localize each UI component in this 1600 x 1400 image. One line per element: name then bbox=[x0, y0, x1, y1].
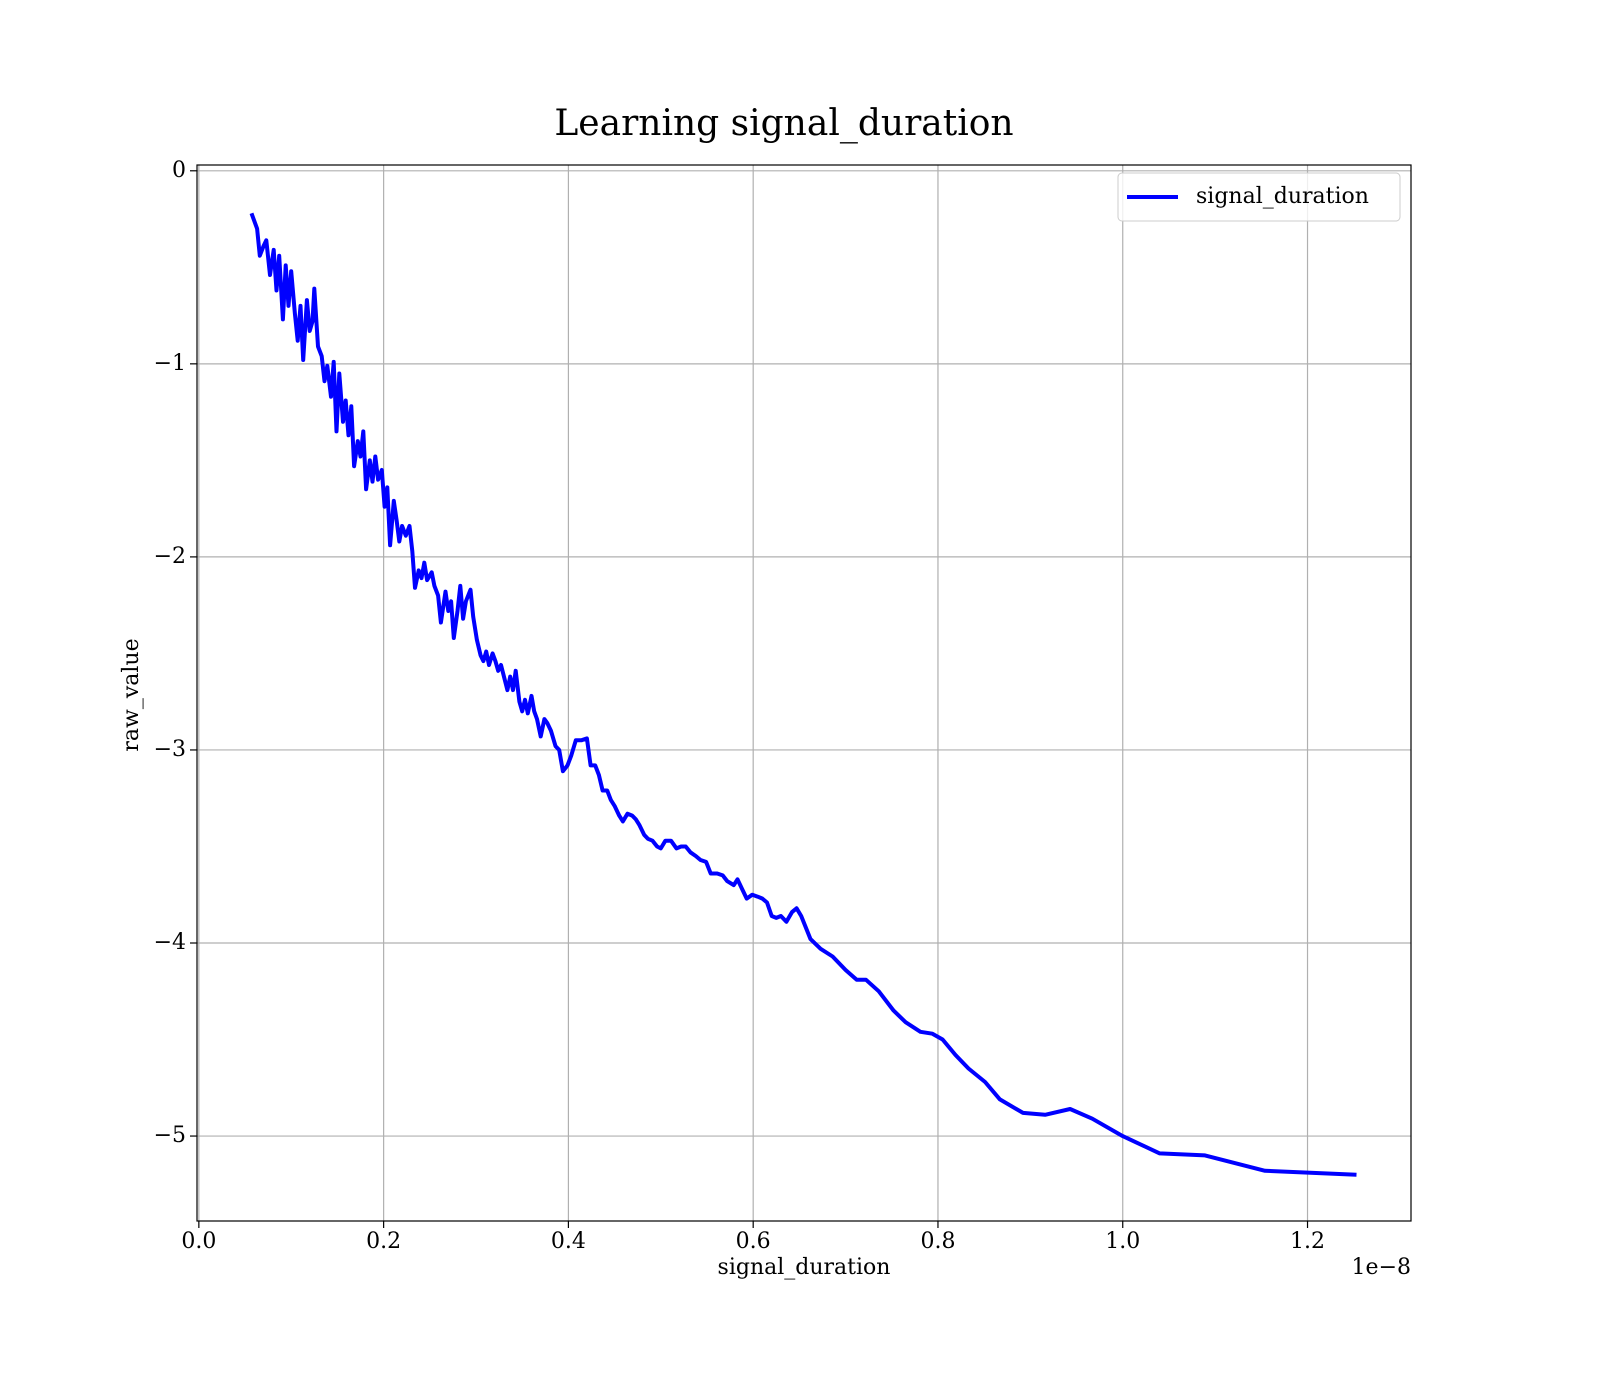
y-tick-label: 0 bbox=[172, 158, 186, 183]
legend-box bbox=[1117, 172, 1401, 222]
x-tick-label: 1.0 bbox=[1105, 1229, 1140, 1254]
y-tick-label: −5 bbox=[154, 1123, 186, 1148]
x-tick-label: 0.8 bbox=[920, 1229, 955, 1254]
y-axis-label: raw_value bbox=[119, 638, 144, 751]
y-tick-label: −3 bbox=[154, 737, 186, 762]
y-tick-label: −4 bbox=[154, 930, 186, 955]
x-offset-label: 1e−8 bbox=[1352, 1255, 1411, 1280]
legend-label: signal_duration bbox=[1196, 184, 1369, 209]
y-tick-label: −1 bbox=[154, 351, 186, 376]
x-tick-label: 1.2 bbox=[1290, 1229, 1325, 1254]
x-axis-label: signal_duration bbox=[718, 1255, 891, 1280]
chart-title: Learning signal_duration bbox=[554, 103, 1013, 144]
x-tick-label: 0.4 bbox=[551, 1229, 586, 1254]
data-line bbox=[249, 212, 1357, 1177]
plot-frame bbox=[196, 164, 1412, 1222]
x-tick-label: 0.0 bbox=[181, 1229, 216, 1254]
x-tick-label: 0.2 bbox=[366, 1229, 401, 1254]
y-tick-label: −2 bbox=[154, 544, 186, 569]
x-tick-label: 0.6 bbox=[736, 1229, 771, 1254]
